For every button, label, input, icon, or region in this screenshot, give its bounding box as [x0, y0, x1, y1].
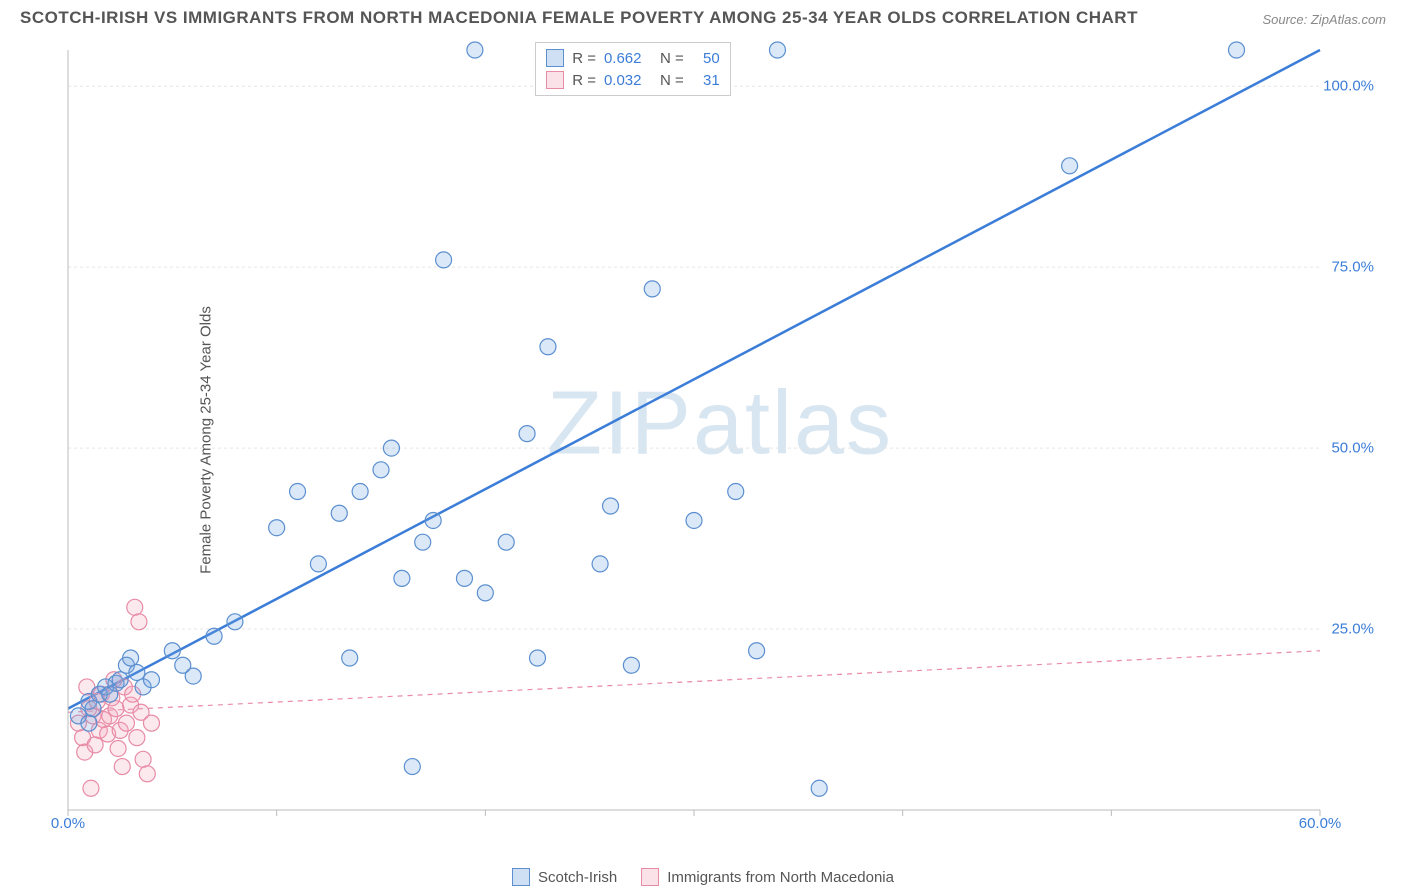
y-tick-label: 100.0%: [1323, 78, 1374, 95]
legend-stat-row: R =0.032N =31: [546, 69, 720, 91]
x-tick-label: 60.0%: [1299, 815, 1342, 832]
correlation-legend: R =0.662N =50R =0.032N =31: [535, 42, 731, 96]
y-tick-label: 25.0%: [1331, 621, 1374, 638]
legend-stat-row: R =0.662N =50: [546, 47, 720, 69]
legend-item: Scotch-Irish: [512, 868, 617, 886]
x-tick-label: 0.0%: [51, 815, 85, 832]
y-tick-label: 75.0%: [1331, 259, 1374, 276]
legend-item: Immigrants from North Macedonia: [641, 868, 894, 886]
y-tick-label: 50.0%: [1331, 440, 1374, 457]
chart-title: SCOTCH-IRISH VS IMMIGRANTS FROM NORTH MA…: [20, 8, 1138, 28]
scatter-plot: [60, 40, 1380, 840]
series-legend: Scotch-Irish Immigrants from North Macedo…: [512, 868, 894, 886]
chart-area: Female Poverty Among 25-34 Year Olds ZIP…: [60, 40, 1380, 840]
source-label: Source: ZipAtlas.com: [1262, 12, 1386, 27]
